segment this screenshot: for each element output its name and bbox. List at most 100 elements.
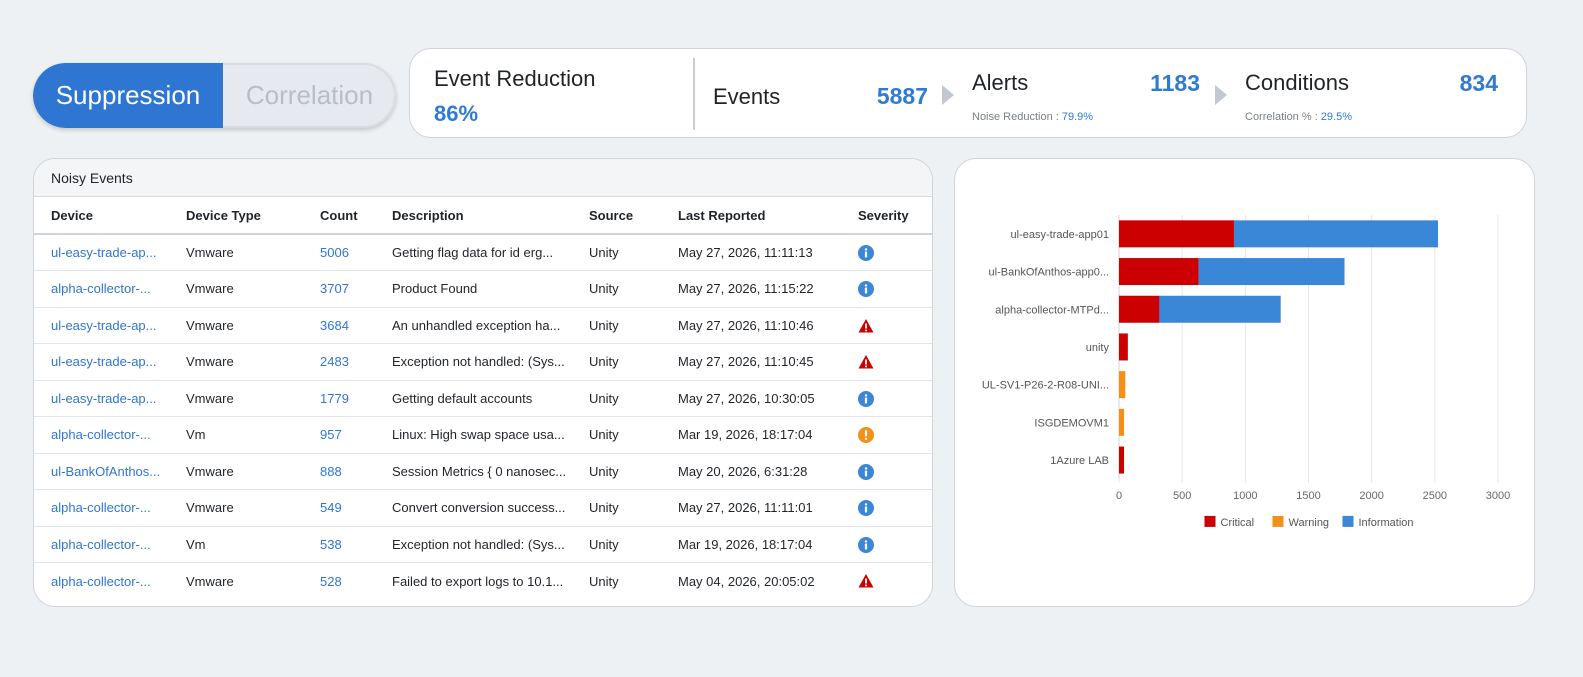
table-row[interactable]: alpha-collector-... Vm 957 Linux: High swap… xyxy=(34,416,932,454)
bar-segment-critical[interactable] xyxy=(1119,258,1199,286)
noise-reduction-value: 79.9% xyxy=(1061,111,1094,123)
category-label: ISGDEMOVM1 xyxy=(1034,417,1109,429)
bar-segment-warning[interactable] xyxy=(1119,408,1125,436)
legend-label: Information xyxy=(1359,517,1414,529)
device-type-cell: Vmware xyxy=(186,489,320,527)
device-cell[interactable]: ul-BankOfAnthos... xyxy=(34,453,186,490)
noise-reduction: Noise Reduction : 79.9% xyxy=(972,111,1093,123)
bar-segment-information[interactable] xyxy=(1159,295,1281,323)
device-type-cell: Vmware xyxy=(186,307,320,344)
mode-toggle[interactable]: Suppression Correlation xyxy=(33,63,396,128)
device-type-cell: Vmware xyxy=(186,234,320,271)
column-header-severity[interactable]: Severity xyxy=(858,197,932,235)
category-label: 1Azure LAB xyxy=(1050,455,1109,467)
severity-cell xyxy=(858,234,932,271)
bar-segment-warning[interactable] xyxy=(1119,371,1126,399)
suppression-tab[interactable]: Suppression xyxy=(33,63,223,128)
device-cell[interactable]: alpha-collector-... xyxy=(34,489,186,527)
count-cell[interactable]: 957 xyxy=(320,416,392,454)
legend-swatch-warning xyxy=(1272,515,1284,527)
source-cell: Unity xyxy=(589,416,678,454)
count-cell[interactable]: 3684 xyxy=(320,307,392,344)
noisy-events-title: Noisy Events xyxy=(34,159,932,197)
x-tick-label: 3000 xyxy=(1486,490,1510,502)
device-cell[interactable]: alpha-collector-... xyxy=(34,270,186,308)
x-tick-label: 500 xyxy=(1173,490,1191,502)
table-row[interactable]: alpha-collector-... Vm 538 Exception not ha… xyxy=(34,526,932,563)
table-row[interactable]: ul-BankOfAnthos... Vmware 888 Session Metri… xyxy=(34,453,932,490)
count-cell[interactable]: 3707 xyxy=(320,270,392,308)
x-tick-label: 2500 xyxy=(1423,490,1447,502)
column-header-source[interactable]: Source xyxy=(589,197,678,235)
category-label: ul-BankOfAnthos-app0... xyxy=(989,267,1109,279)
table-row[interactable]: alpha-collector-... Vmware 528 Failed to ex… xyxy=(34,563,932,600)
device-cell[interactable]: ul-easy-trade-ap... xyxy=(34,234,186,271)
event-reduction-value: 86% xyxy=(434,101,479,126)
bar-segment-critical[interactable] xyxy=(1119,446,1125,474)
events-value: 5887 xyxy=(876,83,928,109)
correlation-tab[interactable]: Correlation xyxy=(245,80,374,110)
device-cell[interactable]: alpha-collector-... xyxy=(51,573,151,589)
noisy-events-card: Noisy Events Device Device Type Count De… xyxy=(33,158,933,607)
events-label: Events xyxy=(713,84,781,109)
legend-label: Warning xyxy=(1289,517,1330,529)
table-row[interactable]: ul-easy-trade-ap... Vmware 1779 Getting def… xyxy=(34,380,932,417)
table-row[interactable]: ul-easy-trade-ap... Vmware 2483 Exception n… xyxy=(34,343,932,381)
table-row[interactable]: ul-easy-trade-ap... Vmware 5006 Getting fla… xyxy=(34,234,932,271)
device-type-cell: Vmware xyxy=(186,270,320,308)
noisy-events-table: Device Device Type Count Description Sou… xyxy=(34,197,932,600)
table-row[interactable]: alpha-collector-... Vmware 3707 Product Fou… xyxy=(34,270,932,308)
device-type-cell: Vmware xyxy=(186,343,320,381)
bar-segment-critical[interactable] xyxy=(1119,220,1234,248)
description-cell: Getting flag data for id erg... xyxy=(392,234,589,271)
x-tick-label: 1000 xyxy=(1233,490,1257,502)
last-reported-cell: May 27, 2026, 11:11:01 xyxy=(678,489,858,527)
severity-cell xyxy=(858,489,932,527)
severity-cell xyxy=(858,416,932,454)
arrow-right-icon xyxy=(1215,85,1227,105)
conditions-label: Conditions xyxy=(1245,70,1349,95)
device-cell[interactable]: ul-easy-trade-ap... xyxy=(34,307,186,344)
count-cell[interactable]: 2483 xyxy=(320,343,392,381)
count-cell[interactable]: 888 xyxy=(320,453,392,490)
bar-segment-information[interactable] xyxy=(1233,220,1438,248)
source-cell: Unity xyxy=(589,270,678,308)
column-header-count[interactable]: Count xyxy=(320,197,392,235)
count-cell[interactable]: 549 xyxy=(320,489,392,527)
last-reported-cell: Mar 19, 2026, 18:17:04 xyxy=(678,416,858,454)
x-tick-label: 0 xyxy=(1116,490,1122,502)
description-cell: Convert conversion success... xyxy=(392,489,589,527)
device-cell[interactable]: ul-easy-trade-ap... xyxy=(34,343,186,381)
bar-segment-critical[interactable] xyxy=(1119,295,1160,323)
category-label: ul-easy-trade-app01 xyxy=(1011,229,1109,241)
alerts-label: Alerts xyxy=(972,70,1029,95)
description-cell: Getting default accounts xyxy=(392,380,589,417)
device-cell[interactable]: alpha-collector-... xyxy=(34,416,186,454)
info-icon xyxy=(858,463,874,480)
count-cell[interactable]: 538 xyxy=(320,526,392,563)
events-by-device-chart-card: 0 500 1000 1500 2000 2500 3000 ul-easy-trade-ap… xyxy=(954,158,1535,607)
last-reported-cell: May 27, 2026, 11:11:13 xyxy=(678,234,858,271)
table-row[interactable]: alpha-collector-... Vmware 549 Convert conv… xyxy=(34,489,932,527)
severity-cell xyxy=(858,453,932,490)
count-cell[interactable]: 1779 xyxy=(320,380,392,417)
bar-segment-critical[interactable] xyxy=(1119,333,1128,361)
count-cell[interactable]: 528 xyxy=(320,573,342,589)
table-row[interactable]: ul-easy-trade-ap... Vmware 3684 An unhandle… xyxy=(34,307,932,344)
last-reported-cell: Mar 19, 2026, 18:17:04 xyxy=(678,526,858,563)
device-type-cell: Vmware xyxy=(186,573,234,589)
category-label: alpha-collector-MTPd... xyxy=(995,304,1109,316)
column-header-device[interactable]: Device xyxy=(34,197,186,235)
device-cell[interactable]: ul-easy-trade-ap... xyxy=(34,380,186,417)
column-header-device-type[interactable]: Device Type xyxy=(186,197,320,235)
legend-swatch-critical xyxy=(1204,515,1216,527)
table-header-row: Device Device Type Count Description Sou… xyxy=(34,197,932,235)
source-cell: Unity xyxy=(589,489,678,527)
count-cell[interactable]: 5006 xyxy=(320,234,392,271)
column-header-last-reported[interactable]: Last Reported xyxy=(678,197,858,235)
last-reported-cell: May 27, 2026, 11:10:46 xyxy=(678,307,858,344)
bar-segment-information[interactable] xyxy=(1198,258,1345,286)
last-reported-cell: May 27, 2026, 10:30:05 xyxy=(678,380,858,417)
column-header-description[interactable]: Description xyxy=(392,197,589,235)
device-cell[interactable]: alpha-collector-... xyxy=(34,526,186,563)
